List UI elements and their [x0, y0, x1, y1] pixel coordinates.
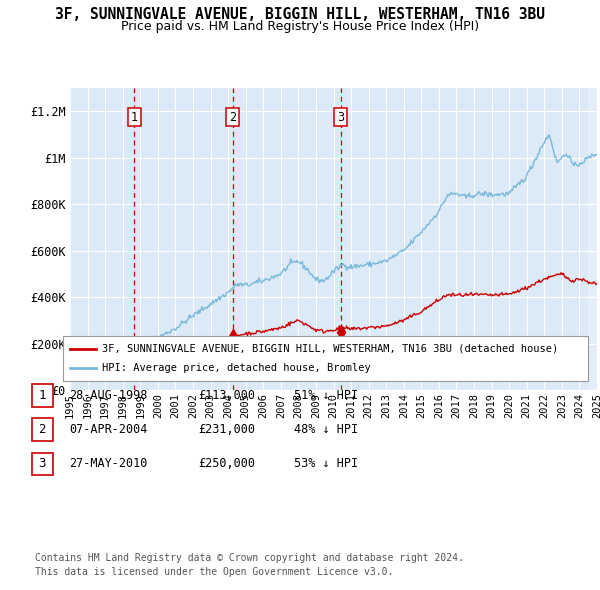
Text: £250,000: £250,000: [198, 457, 255, 470]
Text: This data is licensed under the Open Government Licence v3.0.: This data is licensed under the Open Gov…: [35, 568, 393, 577]
Text: 48% ↓ HPI: 48% ↓ HPI: [294, 423, 358, 436]
Text: 27-MAY-2010: 27-MAY-2010: [69, 457, 148, 470]
Text: 2: 2: [38, 423, 46, 436]
Text: £113,000: £113,000: [198, 389, 255, 402]
Text: 3F, SUNNINGVALE AVENUE, BIGGIN HILL, WESTERHAM, TN16 3BU (detached house): 3F, SUNNINGVALE AVENUE, BIGGIN HILL, WES…: [102, 344, 558, 353]
Text: Contains HM Land Registry data © Crown copyright and database right 2024.: Contains HM Land Registry data © Crown c…: [35, 553, 464, 562]
Text: £231,000: £231,000: [198, 423, 255, 436]
Text: HPI: Average price, detached house, Bromley: HPI: Average price, detached house, Brom…: [102, 363, 371, 373]
Text: 28-AUG-1998: 28-AUG-1998: [69, 389, 148, 402]
Text: 1: 1: [38, 389, 46, 402]
Text: 53% ↓ HPI: 53% ↓ HPI: [294, 457, 358, 470]
Bar: [588, 88, 597, 390]
Text: 51% ↓ HPI: 51% ↓ HPI: [294, 389, 358, 402]
Text: 3F, SUNNINGVALE AVENUE, BIGGIN HILL, WESTERHAM, TN16 3BU: 3F, SUNNINGVALE AVENUE, BIGGIN HILL, WES…: [55, 7, 545, 22]
Text: 3: 3: [38, 457, 46, 470]
Text: 3: 3: [337, 110, 344, 123]
Text: Price paid vs. HM Land Registry's House Price Index (HPI): Price paid vs. HM Land Registry's House …: [121, 20, 479, 33]
Text: 2: 2: [229, 110, 236, 123]
Text: 07-APR-2004: 07-APR-2004: [69, 423, 148, 436]
Text: 1: 1: [131, 110, 138, 123]
